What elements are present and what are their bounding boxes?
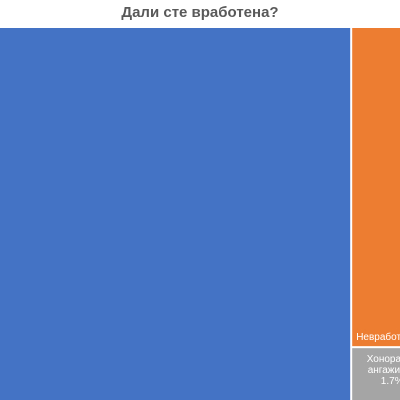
- treemap-tile-rect: [352, 348, 400, 400]
- treemap-tile-label: Невработе: [356, 331, 400, 343]
- treemap-tile-2: Невработе: [352, 28, 400, 347]
- treemap-tile-value: 1.7%: [381, 376, 400, 387]
- chart-title: Дали сте вработена?: [121, 4, 279, 21]
- treemap-tile-label: Хонорарно: [367, 354, 400, 365]
- treemap-tile-rect: [352, 28, 400, 347]
- treemap-tile-label: ангажиран: [368, 365, 400, 376]
- treemap-tile-1: [0, 28, 351, 400]
- treemap-tile-3: Хонорарноангажиран1.7%: [352, 348, 400, 400]
- treemap-tile-rect: [0, 28, 351, 400]
